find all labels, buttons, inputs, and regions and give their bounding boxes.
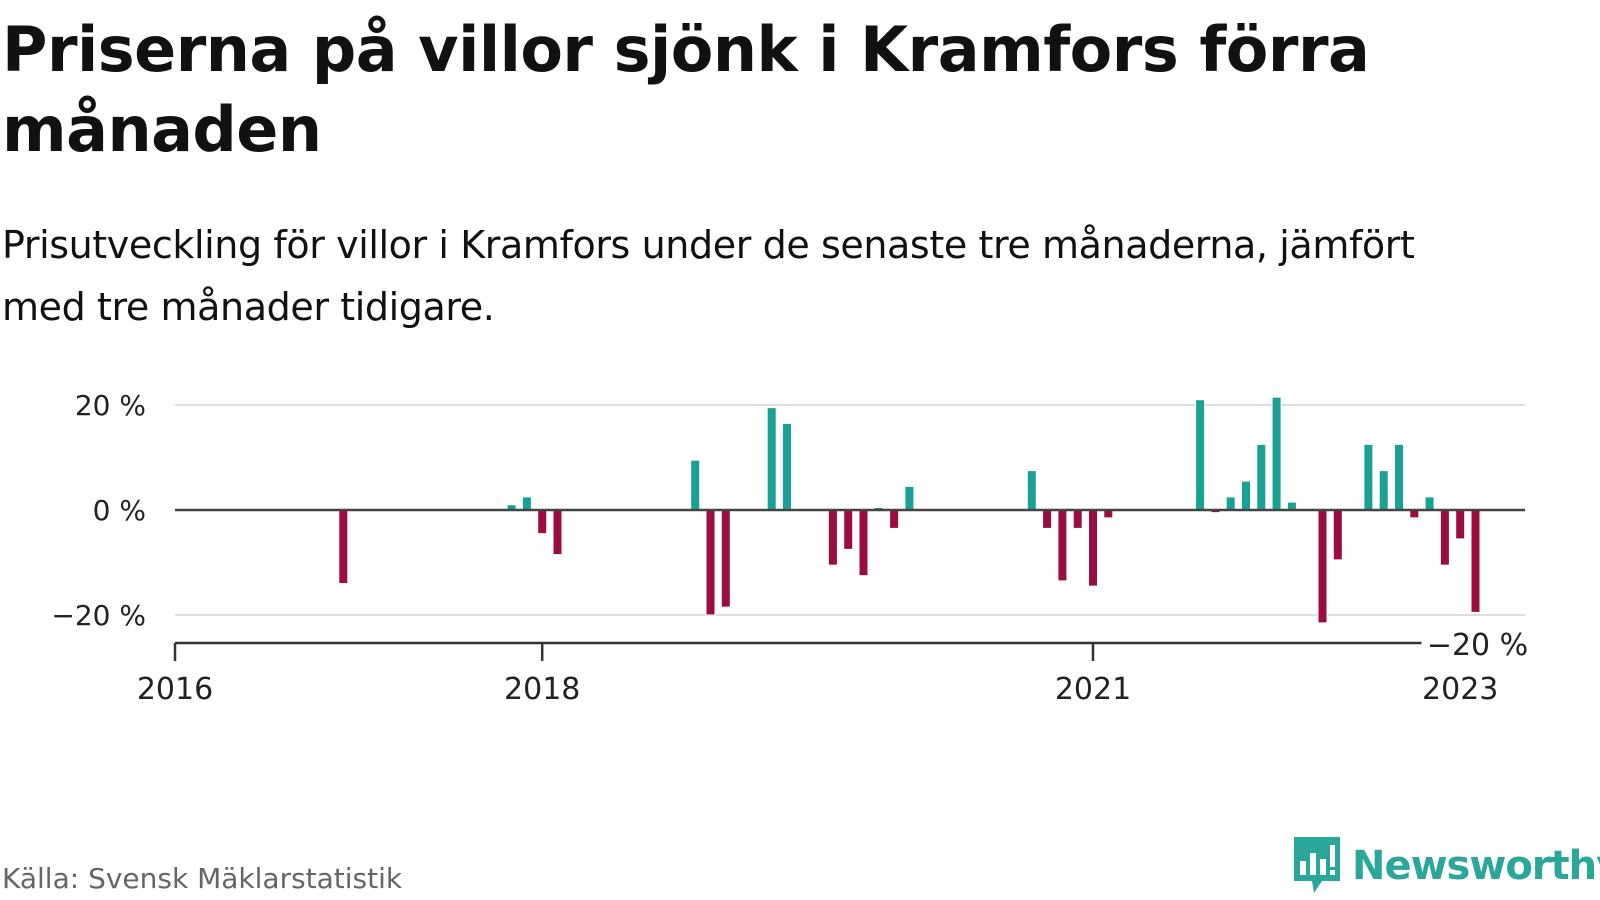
newsworthy-logo: Newsworthy	[1292, 836, 1600, 896]
y-tick-label: −20 %	[51, 599, 146, 632]
chart-title: Priserna på villor sjönk i Kramfors förr…	[2, 13, 1370, 166]
bar	[537, 509, 548, 535]
source-note: Källa: Svensk Mäklarstatistik	[2, 862, 403, 895]
bar	[1271, 396, 1282, 511]
x-tick-label: 2016	[137, 672, 213, 707]
bar	[1256, 443, 1267, 511]
x-tick-label: 2023	[1422, 672, 1498, 707]
bar	[720, 509, 731, 608]
tick-labels: 20 % 0 % −20 % 2016 2018 2021 2023	[51, 389, 1498, 707]
bar	[1057, 509, 1068, 582]
x-tick-label: 2018	[504, 672, 580, 707]
chart-subtitle: Prisutveckling för villor i Kramfors und…	[2, 223, 1415, 329]
bar	[1195, 399, 1206, 511]
bar	[1455, 509, 1466, 540]
annotations: −20 %	[1421, 625, 1528, 663]
bar-chart: 20 % 0 % −20 % 2016 2018 2021 2023 −20 %	[51, 389, 1528, 707]
bar	[858, 509, 869, 577]
brand-name: Newsworthy	[1352, 843, 1600, 889]
x-axis	[173, 641, 1525, 661]
bar	[690, 459, 701, 511]
bar	[521, 496, 532, 511]
bar	[904, 485, 915, 511]
bar	[1439, 509, 1450, 566]
bar	[1363, 443, 1374, 511]
y-tick-label: 20 %	[75, 389, 146, 422]
bar	[705, 509, 716, 616]
grid-lines	[175, 404, 1525, 616]
bar	[1042, 509, 1053, 529]
bar	[1072, 509, 1083, 529]
bar	[1241, 480, 1251, 511]
bar	[1026, 470, 1037, 511]
bar	[1470, 509, 1481, 613]
bar	[1088, 509, 1098, 587]
bar	[827, 509, 838, 566]
newsworthy-bar-chart-logo-icon	[1294, 837, 1340, 893]
bar	[766, 407, 777, 511]
bar	[1424, 496, 1435, 511]
bar	[782, 422, 792, 511]
bar	[1378, 470, 1389, 511]
last-value-label: −20 %	[1427, 628, 1528, 663]
annotation-background	[1421, 625, 1528, 663]
bar	[1332, 509, 1343, 561]
bar	[1317, 509, 1328, 624]
y-tick-label: 0 %	[93, 494, 146, 527]
bar	[843, 509, 854, 550]
bar	[1225, 496, 1236, 511]
x-tick-label: 2021	[1055, 672, 1131, 707]
bar	[1394, 443, 1404, 511]
bars	[338, 396, 1481, 624]
bar	[889, 509, 900, 529]
bar	[338, 509, 349, 584]
bar	[552, 509, 563, 556]
